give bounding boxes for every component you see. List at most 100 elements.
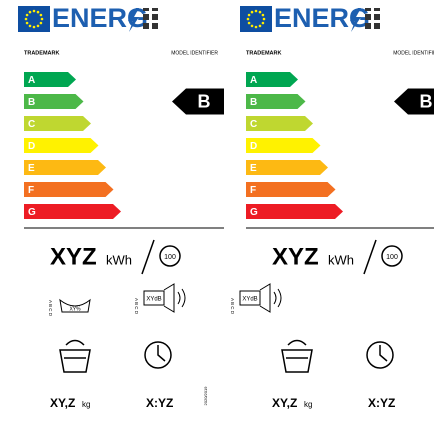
speaker-box bbox=[143, 290, 165, 306]
class-letter: F bbox=[250, 185, 256, 196]
qr-cell bbox=[374, 17, 377, 20]
lightning bbox=[350, 8, 361, 32]
qr-cell bbox=[152, 23, 155, 26]
class-letter: D bbox=[28, 141, 35, 152]
qr-cell bbox=[152, 14, 155, 17]
class-bar bbox=[246, 138, 321, 153]
noise: XYdB bbox=[242, 297, 257, 303]
qr-cell bbox=[143, 14, 146, 17]
water-label: XY% bbox=[69, 306, 81, 312]
qr-cell bbox=[143, 8, 146, 11]
regulation: 2020/2019 bbox=[203, 386, 208, 406]
qr-cell bbox=[365, 26, 368, 29]
noise-classes: A B C D bbox=[134, 298, 139, 315]
flag-star bbox=[36, 10, 40, 14]
flag-star bbox=[32, 25, 36, 29]
qr-cell bbox=[365, 14, 368, 17]
capacity-unit: kg bbox=[82, 400, 90, 409]
class-bar bbox=[24, 116, 91, 131]
model-identifier: MODEL IDENTIFIER bbox=[171, 50, 218, 56]
flag-star bbox=[247, 13, 251, 17]
flag-star bbox=[28, 24, 32, 28]
qr-cell bbox=[146, 23, 149, 26]
duration: X:YZ bbox=[146, 396, 173, 410]
cycles: 100 bbox=[386, 254, 398, 261]
rating-letter: B bbox=[198, 91, 211, 111]
flag-star bbox=[261, 13, 265, 17]
clock-hands bbox=[379, 345, 388, 362]
sound-waves bbox=[273, 288, 282, 308]
clock-icon bbox=[366, 341, 394, 369]
speaker-box bbox=[239, 290, 261, 306]
class-letter: B bbox=[28, 97, 35, 108]
slash bbox=[363, 239, 377, 275]
qr-cell bbox=[368, 26, 371, 29]
duration: X:YZ bbox=[368, 396, 395, 410]
class-letter: E bbox=[250, 163, 257, 174]
qr-cell bbox=[377, 17, 380, 20]
qr-code bbox=[143, 8, 158, 29]
water-icon bbox=[59, 298, 91, 313]
clock-icon bbox=[144, 341, 172, 369]
class-letter: C bbox=[250, 119, 257, 130]
class-bar bbox=[246, 204, 343, 219]
class-letter: A bbox=[250, 75, 257, 86]
flag-star bbox=[39, 21, 43, 25]
rating-arrow bbox=[394, 88, 434, 115]
slash bbox=[141, 239, 155, 275]
trademark: TRADEMARK bbox=[246, 50, 281, 56]
noise: XYdB bbox=[146, 297, 161, 303]
class-bar bbox=[24, 204, 121, 219]
class-letter: A bbox=[28, 75, 35, 86]
qr-cell bbox=[374, 8, 377, 11]
qr-cell bbox=[155, 14, 158, 17]
flag-star bbox=[262, 17, 266, 21]
qr-cell bbox=[374, 14, 377, 17]
speaker bbox=[163, 283, 175, 313]
flag-star bbox=[36, 24, 40, 28]
capacity: XY,Z bbox=[50, 396, 75, 410]
class-letter: G bbox=[28, 207, 36, 218]
rating-letter: B bbox=[420, 91, 433, 111]
qr-cell bbox=[146, 17, 149, 20]
flag-star bbox=[247, 21, 251, 25]
class-bar bbox=[24, 182, 114, 197]
flag-star bbox=[40, 17, 44, 21]
qr-cell bbox=[365, 17, 368, 20]
qr-cell bbox=[368, 14, 371, 17]
flag-star bbox=[250, 24, 254, 28]
flag-star bbox=[28, 10, 32, 14]
flag-star bbox=[261, 21, 265, 25]
flag-star bbox=[32, 9, 36, 13]
qr-cell bbox=[155, 26, 158, 29]
basket-icon bbox=[281, 339, 313, 373]
qr-cell bbox=[365, 23, 368, 26]
qr-cell bbox=[146, 8, 149, 11]
class-bar bbox=[246, 160, 328, 175]
qr-cell bbox=[143, 26, 146, 29]
class-bar bbox=[24, 138, 99, 153]
flag-star bbox=[39, 13, 43, 17]
qr-cell bbox=[368, 8, 371, 11]
class-bar bbox=[246, 116, 313, 131]
qr-cell bbox=[155, 8, 158, 11]
energy-unit: kWh bbox=[106, 252, 132, 267]
class-letter: G bbox=[250, 207, 258, 218]
qr-code bbox=[365, 8, 380, 29]
flag-star bbox=[254, 9, 258, 13]
cycles-circle bbox=[159, 245, 181, 267]
energy-unit: kWh bbox=[328, 252, 354, 267]
qr-cell bbox=[143, 23, 146, 26]
class-bar bbox=[24, 72, 76, 87]
class-letter: E bbox=[28, 163, 35, 174]
rating-arrow bbox=[172, 88, 224, 115]
qr-cell bbox=[377, 14, 380, 17]
speaker bbox=[259, 283, 271, 313]
qr-cell bbox=[365, 8, 368, 11]
class-bar bbox=[246, 94, 306, 109]
flag-star bbox=[258, 24, 262, 28]
qr-cell bbox=[152, 8, 155, 11]
